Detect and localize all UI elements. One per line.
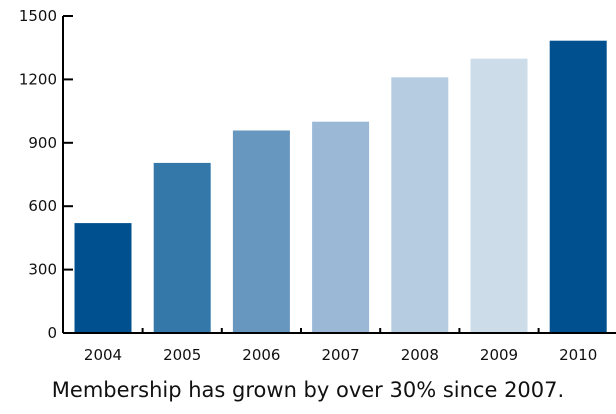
x-tick-label: 2008 xyxy=(401,346,439,364)
y-tick-label: 600 xyxy=(28,197,57,215)
y-tick-label: 0 xyxy=(47,324,57,342)
bar-2007 xyxy=(312,121,370,333)
x-tick-label: 2009 xyxy=(480,346,518,364)
y-axis: 0 300 600 900 1200 1500 xyxy=(19,7,73,342)
y-tick-label: 300 xyxy=(28,261,57,279)
x-tick-label: 2005 xyxy=(163,346,201,364)
y-tick-label: 900 xyxy=(28,134,57,152)
x-tick-label: 2007 xyxy=(322,346,360,364)
bar-2008 xyxy=(391,77,449,333)
y-tick-label: 1500 xyxy=(19,7,57,25)
bar-2009 xyxy=(470,58,528,333)
x-tick-label: 2004 xyxy=(84,346,122,364)
y-tick-label: 1200 xyxy=(19,70,57,88)
bar-2005 xyxy=(153,162,211,333)
bar-2006 xyxy=(232,130,290,333)
x-tick-label: 2006 xyxy=(242,346,280,364)
chart-caption: Membership has grown by over 30% since 2… xyxy=(51,378,565,402)
bar-2010 xyxy=(549,40,607,333)
x-axis: 2004 2005 2006 2007 2008 2009 2010 xyxy=(63,328,616,364)
bars xyxy=(74,40,607,333)
x-tick-label: 2010 xyxy=(559,346,597,364)
bar-2004 xyxy=(74,223,132,333)
